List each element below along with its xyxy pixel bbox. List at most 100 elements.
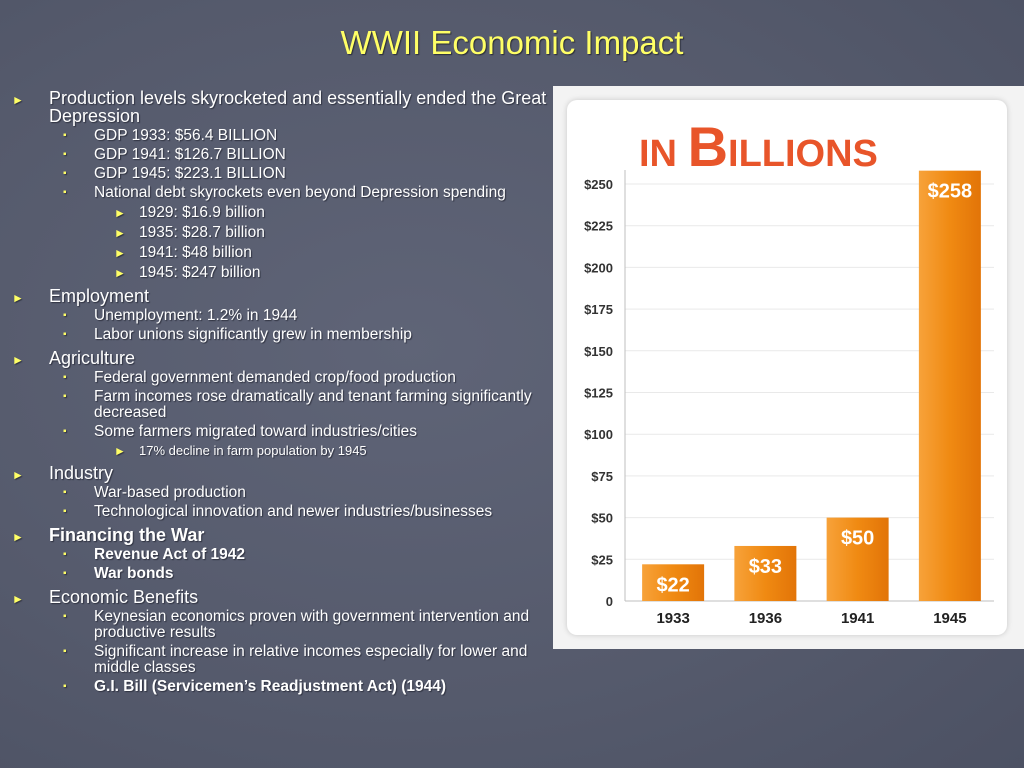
bullet-icon: ▪ — [63, 391, 67, 402]
outline-text: Economic Benefits — [49, 587, 199, 607]
outline-item-level-2: ▪ Farm incomes rose dramatically and tena… — [10, 389, 555, 421]
outline-item-level-2: ▪ G.I. Bill (Servicemen’s Readjustment Ac… — [10, 679, 555, 695]
bullet-icon: ► — [12, 353, 24, 367]
y-tick-label: $25 — [591, 552, 613, 567]
chart-image: IN BILLIONS 0 $25 $50 $75 $100 $125 $150 $175 $20… — [553, 86, 1024, 649]
y-tick-label: $50 — [591, 511, 613, 526]
y-tick-label: 0 — [606, 594, 613, 609]
outline-item-level-2: ▪ Keynesian economics proven with governm… — [10, 609, 555, 641]
bullet-icon: ▪ — [63, 681, 67, 692]
y-tick-label: $200 — [584, 260, 613, 275]
x-tick-label: 1933 — [656, 610, 689, 627]
bar-chart: IN BILLIONS 0 $25 $50 $75 $100 $125 $150 $175 $20… — [584, 115, 994, 627]
bullet-icon: ► — [12, 468, 24, 482]
y-tick-label: $100 — [584, 427, 613, 442]
outline-item-level-2: ▪ GDP 1945: $223.1 BILLION — [10, 166, 555, 182]
outline-text: Labor unions significantly grew in membe… — [94, 326, 412, 343]
y-tick-label: $75 — [591, 469, 613, 484]
bullet-icon: ▪ — [63, 372, 67, 383]
outline-text: 1929: $16.9 billion — [139, 204, 265, 221]
outline-item-level-1: ► Financing the War — [10, 526, 555, 544]
outline-text: GDP 1933: $56.4 BILLION — [94, 127, 278, 144]
bullet-icon: ► — [114, 266, 126, 280]
outline-text: War bonds — [94, 565, 174, 582]
bullet-icon: ▪ — [63, 611, 67, 622]
bullet-icon: ▪ — [63, 487, 67, 498]
bullet-icon: ▪ — [63, 646, 67, 657]
bullet-icon: ▪ — [63, 310, 67, 321]
chart-card: IN BILLIONS 0 $25 $50 $75 $100 $125 $150 $175 $20… — [567, 100, 1007, 635]
bar-value-label: $33 — [749, 556, 782, 578]
bar-1945 — [918, 170, 981, 601]
outline-text: Production levels skyrocketed and essent… — [49, 88, 547, 126]
outline-item-level-3: ► 17% decline in farm population by 1945 — [10, 444, 555, 459]
chart-title-prefix: IN — [639, 133, 688, 175]
outline-item-level-1: ► Industry — [10, 464, 555, 482]
bullet-icon: ▪ — [63, 568, 67, 579]
chart-title-capital: B — [688, 115, 728, 178]
bullet-icon: ► — [12, 291, 24, 305]
outline-item-level-2: ▪ Unemployment: 1.2% in 1944 — [10, 308, 555, 324]
outline-item-level-3: ► 1929: $16.9 billion — [10, 205, 555, 221]
bullet-icon: ▪ — [63, 130, 67, 141]
y-tick-label: $125 — [584, 386, 613, 401]
bullet-icon: ► — [114, 206, 126, 220]
outline-item-level-2: ▪ Technological innovation and newer indu… — [10, 504, 555, 520]
bar-value-label: $50 — [841, 528, 874, 550]
y-tick-label: $250 — [584, 177, 613, 192]
outline-item-level-1: ► Economic Benefits — [10, 588, 555, 606]
bullet-icon: ► — [114, 246, 126, 260]
outline-item-level-2: ▪ Federal government demanded crop/food p… — [10, 370, 555, 386]
outline-item-level-2: ▪ National debt skyrockets even beyond De… — [10, 185, 555, 201]
outline-text: G.I. Bill (Servicemen’s Readjustment Act… — [94, 678, 447, 695]
bullet-icon: ▪ — [63, 187, 67, 198]
outline-text: 1945: $247 billion — [139, 264, 261, 281]
outline-text: Industry — [49, 463, 114, 483]
y-tick-label: $225 — [584, 219, 613, 234]
outline-item-level-2: ▪ Labor unions significantly grew in memb… — [10, 327, 555, 343]
outline-item-level-2: ▪ Some farmers migrated toward industries… — [10, 424, 555, 440]
bullet-icon: ▪ — [63, 329, 67, 340]
outline-item-level-1: ► Employment — [10, 287, 555, 305]
outline-text: 1935: $28.7 billion — [139, 224, 265, 241]
x-tick-label: 1941 — [841, 610, 874, 627]
outline-item-level-2: ▪ Significant increase in relative income… — [10, 644, 555, 676]
outline-text: 1941: $48 billion — [139, 244, 252, 261]
bar-1941 — [826, 517, 889, 601]
outline-text: National debt skyrockets even beyond Dep… — [94, 184, 506, 201]
outline-item-level-2: ▪ GDP 1941: $126.7 BILLION — [10, 147, 555, 163]
outline-text: GDP 1941: $126.7 BILLION — [94, 146, 286, 163]
outline-text: Financing the War — [49, 525, 205, 545]
bullet-outline: ► Production levels skyrocketed and essen… — [10, 88, 555, 695]
bullet-icon: ► — [12, 592, 24, 606]
outline-item-level-3: ► 1945: $247 billion — [10, 265, 555, 281]
outline-item-level-1: ► Production levels skyrocketed and essen… — [10, 89, 555, 125]
y-tick-label: $150 — [584, 344, 613, 359]
outline-item-level-1: ► Agriculture — [10, 349, 555, 367]
outline-item-level-2: ▪ Revenue Act of 1942 — [10, 547, 555, 563]
outline-item-level-3: ► 1941: $48 billion — [10, 245, 555, 261]
outline-text: Agriculture — [49, 348, 136, 368]
outline-item-level-3: ► 1935: $28.7 billion — [10, 225, 555, 241]
outline-item-level-2: ▪ GDP 1933: $56.4 BILLION — [10, 128, 555, 144]
bullet-icon: ▪ — [63, 549, 67, 560]
outline-text: War-based production — [94, 484, 246, 501]
y-tick-label: $175 — [584, 302, 613, 317]
bar-value-label: $22 — [656, 574, 689, 596]
outline-text: Some farmers migrated toward industries/… — [94, 423, 418, 440]
bullet-icon: ▪ — [63, 149, 67, 160]
outline-item-level-2: ▪ War bonds — [10, 566, 555, 582]
chart-title: IN BILLIONS — [639, 115, 878, 178]
bar-1933 — [642, 564, 705, 601]
outline-text: Keynesian economics proven with governme… — [94, 608, 530, 641]
bullet-icon: ▪ — [63, 168, 67, 179]
bar-1936 — [734, 545, 797, 601]
bullet-icon: ► — [12, 93, 24, 107]
outline-item-level-2: ▪ War-based production — [10, 485, 555, 501]
outline-text: Technological innovation and newer indus… — [94, 503, 493, 520]
chart-title-rest: ILLIONS — [728, 133, 878, 175]
outline-text: Federal government demanded crop/food pr… — [94, 369, 456, 386]
x-tick-label: 1945 — [933, 610, 966, 627]
outline-text: Employment — [49, 286, 150, 306]
outline-text: Significant increase in relative incomes… — [94, 643, 528, 676]
